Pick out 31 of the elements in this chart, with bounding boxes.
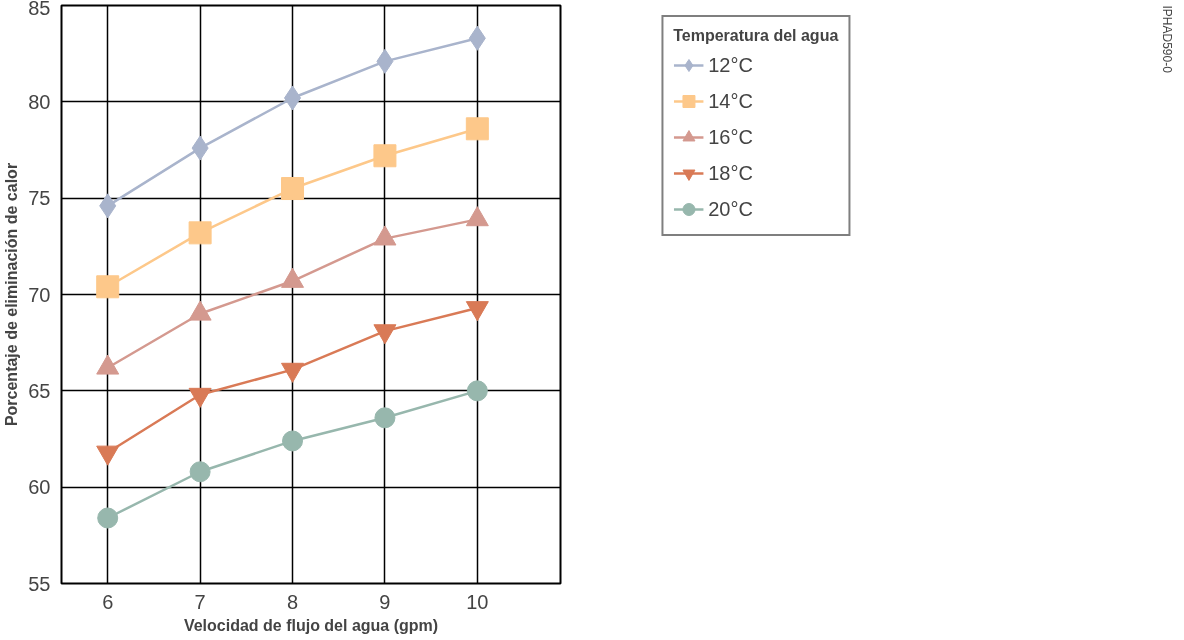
x-tick-label: 10 [466, 590, 489, 613]
x-tick-label: 8 [286, 590, 299, 613]
point [373, 144, 397, 168]
point [96, 275, 120, 299]
point [466, 380, 488, 402]
point [97, 507, 119, 529]
y-tick-label: 80 [28, 90, 51, 113]
legend-label: 16°C [708, 125, 753, 149]
point [188, 221, 212, 245]
y-tick-label: 70 [28, 283, 51, 306]
x-tick-label: 7 [194, 590, 206, 613]
y-axis-title: Porcentaje de eliminación de calor [3, 162, 21, 427]
y-tick-label: 85 [28, 0, 51, 19]
point [189, 461, 211, 483]
x-tick-label: 9 [379, 590, 391, 613]
legend-label: 18°C [708, 161, 753, 185]
x-tick-label: 6 [102, 590, 114, 613]
legend-label: 20°C [708, 197, 753, 221]
legend-label: 14°C [708, 89, 753, 113]
y-tick-label: 65 [28, 379, 51, 402]
legend-title: Temperatura del agua [673, 27, 839, 45]
point [281, 177, 305, 201]
point [465, 117, 489, 141]
y-tick-label: 60 [28, 476, 51, 499]
point [282, 430, 304, 452]
legend-label: 12°C [708, 53, 753, 77]
text: IPHAD590-0 [1159, 5, 1174, 74]
x-axis-title: Velocidad de flujo del agua (gpm) [183, 616, 439, 634]
y-tick-label: 75 [28, 187, 51, 210]
point [374, 407, 396, 429]
y-tick-label: 55 [28, 572, 51, 595]
